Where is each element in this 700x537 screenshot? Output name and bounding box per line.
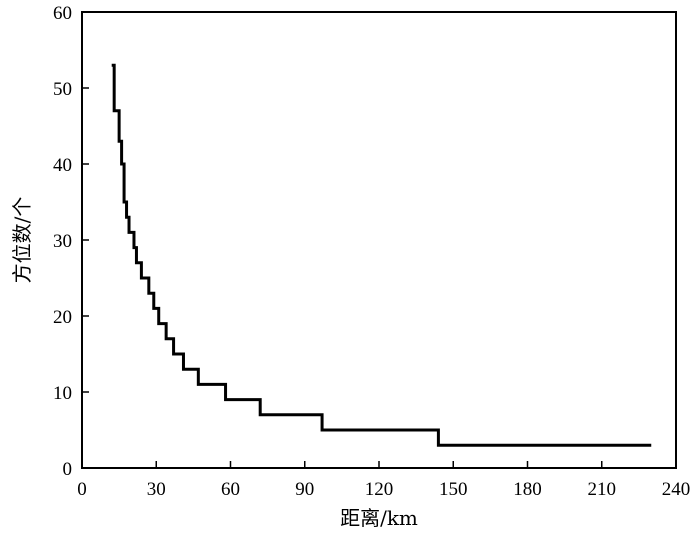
x-axis-ticks: 0 30 60 90 120 150 180 210 240 bbox=[77, 461, 690, 500]
y-axis-ticks: 0 10 20 30 40 50 60 bbox=[53, 3, 89, 480]
plot-frame bbox=[81, 11, 677, 469]
x-tick-label: 180 bbox=[513, 479, 542, 500]
x-tick-label: 150 bbox=[439, 479, 468, 500]
x-tick-label: 30 bbox=[147, 479, 166, 500]
y-tick-label: 60 bbox=[53, 3, 72, 24]
y-tick-label: 20 bbox=[53, 307, 72, 328]
y-tick-label: 30 bbox=[53, 231, 72, 252]
y-axis-title: 方位数/个 bbox=[10, 197, 34, 284]
y-tick-label: 50 bbox=[53, 79, 72, 100]
x-tick-label: 0 bbox=[77, 479, 87, 500]
y-tick-label: 0 bbox=[63, 459, 73, 480]
series-line bbox=[111, 63, 652, 447]
x-tick-label: 90 bbox=[295, 479, 314, 500]
x-tick-label: 240 bbox=[662, 479, 691, 500]
x-tick-label: 60 bbox=[221, 479, 240, 500]
y-tick-label: 10 bbox=[53, 383, 72, 404]
x-axis-title: 距离/km bbox=[340, 506, 418, 530]
x-tick-label: 120 bbox=[365, 479, 394, 500]
y-tick-label: 40 bbox=[53, 155, 72, 176]
series-layer bbox=[111, 63, 652, 447]
x-tick-label: 210 bbox=[588, 479, 617, 500]
